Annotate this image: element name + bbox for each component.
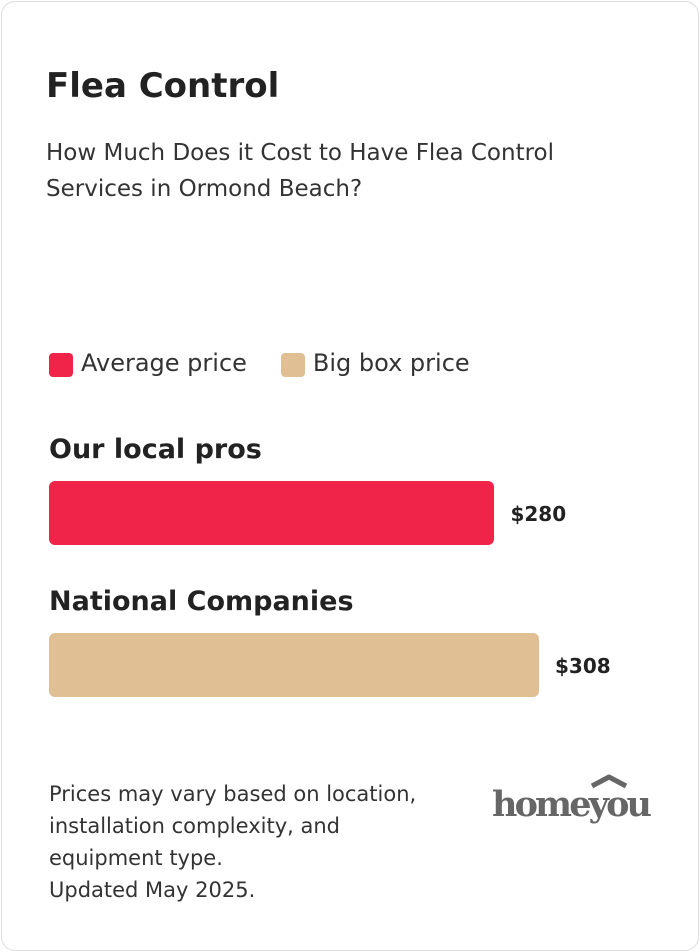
- chart-title: Flea Control: [46, 66, 280, 106]
- chart-subtitle: How Much Does it Cost to Have Flea Contr…: [46, 140, 555, 202]
- logo-roof: [590, 774, 628, 789]
- category-label: National Companies: [49, 586, 354, 617]
- category-label: Our local pros: [49, 434, 262, 465]
- logo-text: homeyou: [492, 784, 652, 825]
- bar: [49, 481, 495, 545]
- legend-label: Average price: [81, 349, 247, 377]
- footnote: Prices may vary based on location, insta…: [49, 782, 417, 870]
- legend-swatch: [49, 353, 73, 377]
- updated-note: Updated May 2025.: [49, 878, 256, 902]
- bar: [49, 633, 539, 697]
- legend-label: Big box price: [312, 349, 470, 377]
- legend-swatch: [280, 353, 305, 377]
- logo: homeyou: [492, 774, 652, 825]
- value-label: $308: [555, 654, 611, 678]
- value-label: $280: [510, 502, 567, 526]
